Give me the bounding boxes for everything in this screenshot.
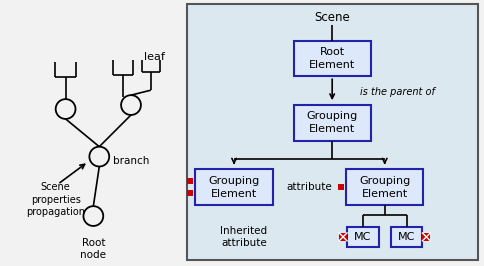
Text: Root
node: Root node bbox=[80, 238, 106, 260]
Text: Scene: Scene bbox=[314, 11, 350, 24]
Text: Grouping
Element: Grouping Element bbox=[359, 176, 410, 199]
FancyBboxPatch shape bbox=[391, 227, 423, 247]
Text: branch: branch bbox=[113, 156, 150, 165]
FancyBboxPatch shape bbox=[196, 169, 272, 205]
Text: leaf: leaf bbox=[144, 52, 165, 63]
Text: Root
Element: Root Element bbox=[309, 47, 355, 70]
Text: attribute: attribute bbox=[287, 182, 333, 192]
Text: MC: MC bbox=[354, 232, 372, 242]
Bar bbox=[423, 233, 430, 241]
Text: Grouping
Element: Grouping Element bbox=[209, 176, 260, 199]
Bar bbox=[338, 184, 344, 190]
Bar bbox=[339, 233, 347, 241]
Text: MC: MC bbox=[398, 232, 415, 242]
Text: is the parent of: is the parent of bbox=[360, 87, 435, 97]
FancyBboxPatch shape bbox=[347, 227, 379, 247]
Text: Scene
properties
propagation: Scene properties propagation bbox=[26, 182, 85, 217]
FancyBboxPatch shape bbox=[346, 169, 424, 205]
FancyBboxPatch shape bbox=[293, 41, 371, 76]
Text: Grouping
Element: Grouping Element bbox=[306, 111, 358, 135]
Bar bbox=[187, 178, 194, 184]
Text: Inherited
attribute: Inherited attribute bbox=[220, 226, 268, 248]
FancyBboxPatch shape bbox=[186, 4, 478, 260]
FancyBboxPatch shape bbox=[293, 105, 371, 141]
Bar bbox=[187, 190, 194, 196]
